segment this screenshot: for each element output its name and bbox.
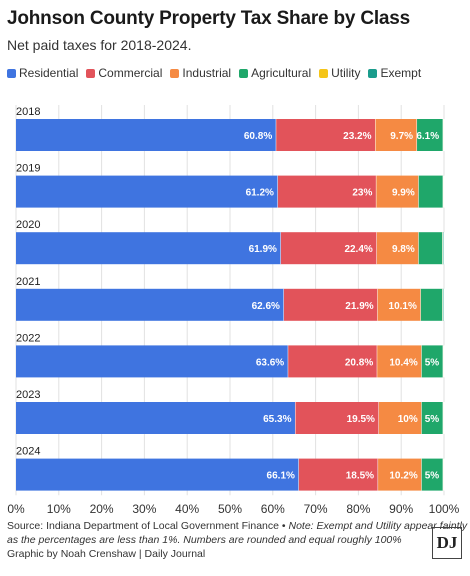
- data-label: 62.6%: [252, 301, 280, 312]
- x-tick-label: 20%: [90, 502, 114, 515]
- credit-text: Graphic by Noah Crenshaw | Daily Journal: [7, 548, 206, 560]
- bar-segment: [420, 288, 443, 321]
- legend-swatch: [7, 68, 16, 78]
- data-label: 23.2%: [343, 131, 371, 142]
- data-label: 10.4%: [389, 357, 417, 368]
- year-label: 2022: [16, 332, 40, 344]
- x-tick-label: 30%: [132, 502, 156, 515]
- source-text: Source: Indiana Department of Local Gove…: [7, 520, 286, 532]
- data-label: 9.7%: [390, 131, 413, 142]
- footer: Source: Indiana Department of Local Gove…: [7, 519, 470, 561]
- legend-item-utility: Utility: [319, 66, 360, 80]
- bar-segment: [417, 119, 444, 151]
- data-label: 20.8%: [345, 357, 373, 368]
- data-label: 5%: [425, 414, 440, 425]
- data-label: 10.1%: [389, 301, 417, 312]
- bar-segment: [378, 458, 422, 491]
- legend-item-exempt: Exempt: [368, 66, 421, 80]
- daily-journal-logo: DJ: [432, 527, 462, 559]
- year-label: 2021: [16, 276, 40, 288]
- data-label: 6.1%: [416, 131, 439, 142]
- data-label: 66.1%: [267, 471, 295, 482]
- year-label: 2020: [16, 219, 40, 231]
- legend-swatch: [319, 68, 329, 78]
- x-tick-label: 70%: [304, 502, 328, 515]
- x-tick-label: 10%: [47, 502, 71, 515]
- bar-segment: [16, 288, 284, 321]
- bar-segment: [277, 175, 377, 208]
- data-label: 9.8%: [392, 244, 415, 255]
- bar-segment: [276, 119, 376, 151]
- legend-label: Industrial: [182, 66, 232, 80]
- bar-segment: [288, 345, 378, 378]
- x-tick-label: 80%: [346, 502, 370, 515]
- bar-segment: [377, 345, 422, 378]
- x-tick-label: 100%: [429, 502, 460, 515]
- bar-segment: [280, 232, 377, 265]
- bar-segment: [16, 119, 277, 151]
- legend-swatch: [86, 68, 96, 78]
- bar-segment: [16, 345, 289, 378]
- data-label: 5%: [425, 357, 440, 368]
- bar-segment: [16, 232, 281, 265]
- year-label: 2019: [16, 163, 40, 175]
- x-tick-label: 60%: [261, 502, 285, 515]
- legend-label: Exempt: [380, 66, 422, 80]
- data-label: 5%: [425, 471, 440, 482]
- bar-segment: [283, 288, 378, 321]
- legend-item-residential: Residential: [7, 66, 78, 80]
- legend-label: Utility: [331, 66, 361, 80]
- legend-swatch: [170, 68, 180, 78]
- legend-label: Agricultural: [251, 66, 312, 80]
- x-tick-label: 90%: [389, 502, 413, 515]
- bar-segment: [378, 402, 422, 434]
- bar-segment: [421, 345, 444, 378]
- legend-label: Residential: [19, 66, 79, 80]
- year-label: 2018: [16, 106, 40, 118]
- legend-item-industrial: Industrial: [170, 66, 231, 80]
- legend-item-commercial: Commercial: [86, 66, 162, 80]
- bar-segment: [295, 402, 379, 434]
- legend-swatch: [368, 68, 378, 78]
- data-label: 61.2%: [246, 188, 274, 199]
- data-label: 63.6%: [256, 357, 284, 368]
- x-tick-label: 40%: [175, 502, 199, 515]
- bar-segment: [418, 232, 443, 265]
- data-label: 9.9%: [392, 188, 415, 199]
- data-label: 61.9%: [249, 244, 277, 255]
- bar-segment: [375, 119, 418, 151]
- data-label: 65.3%: [263, 414, 291, 425]
- x-tick-label: 50%: [218, 502, 242, 515]
- bar-segment: [418, 175, 444, 208]
- note-text: Note: Exempt and Utility appear faintly …: [7, 520, 468, 546]
- bar-segment: [16, 402, 296, 434]
- bar-segment: [298, 458, 379, 491]
- stacked-bar-chart: 0% 10% 20% 30% 40% 50% 60% 70% 80% 90% 100% 2018 60.…: [7, 105, 460, 515]
- data-label: 22.4%: [344, 244, 372, 255]
- legend-swatch: [239, 68, 249, 78]
- year-label: 2024: [16, 446, 40, 458]
- data-label: 60.8%: [244, 131, 272, 142]
- year-label: 2023: [16, 389, 40, 401]
- x-tick-label: 0%: [7, 502, 25, 515]
- bar-segment: [377, 288, 421, 321]
- bar-segment: [376, 232, 419, 265]
- chart-title: Johnson County Property Tax Share by Cla…: [7, 8, 411, 29]
- bar-segment: [376, 175, 419, 208]
- data-label: 23%: [352, 188, 372, 199]
- chart-subtitle: Net paid taxes for 2018-2024.: [7, 37, 192, 53]
- data-label: 21.9%: [345, 301, 373, 312]
- legend: Residential Commercial Industrial Agricultu…: [7, 66, 429, 80]
- data-label: 18.5%: [346, 471, 374, 482]
- data-label: 19.5%: [347, 414, 375, 425]
- data-label: 10%: [398, 414, 418, 425]
- legend-item-agricultural: Agricultural: [239, 66, 311, 80]
- legend-label: Commercial: [98, 66, 163, 80]
- bar-segment: [421, 402, 444, 434]
- data-label: 10.2%: [389, 471, 417, 482]
- bar-segment: [421, 458, 444, 491]
- bar-segment: [16, 458, 299, 491]
- bar-segment: [16, 175, 278, 208]
